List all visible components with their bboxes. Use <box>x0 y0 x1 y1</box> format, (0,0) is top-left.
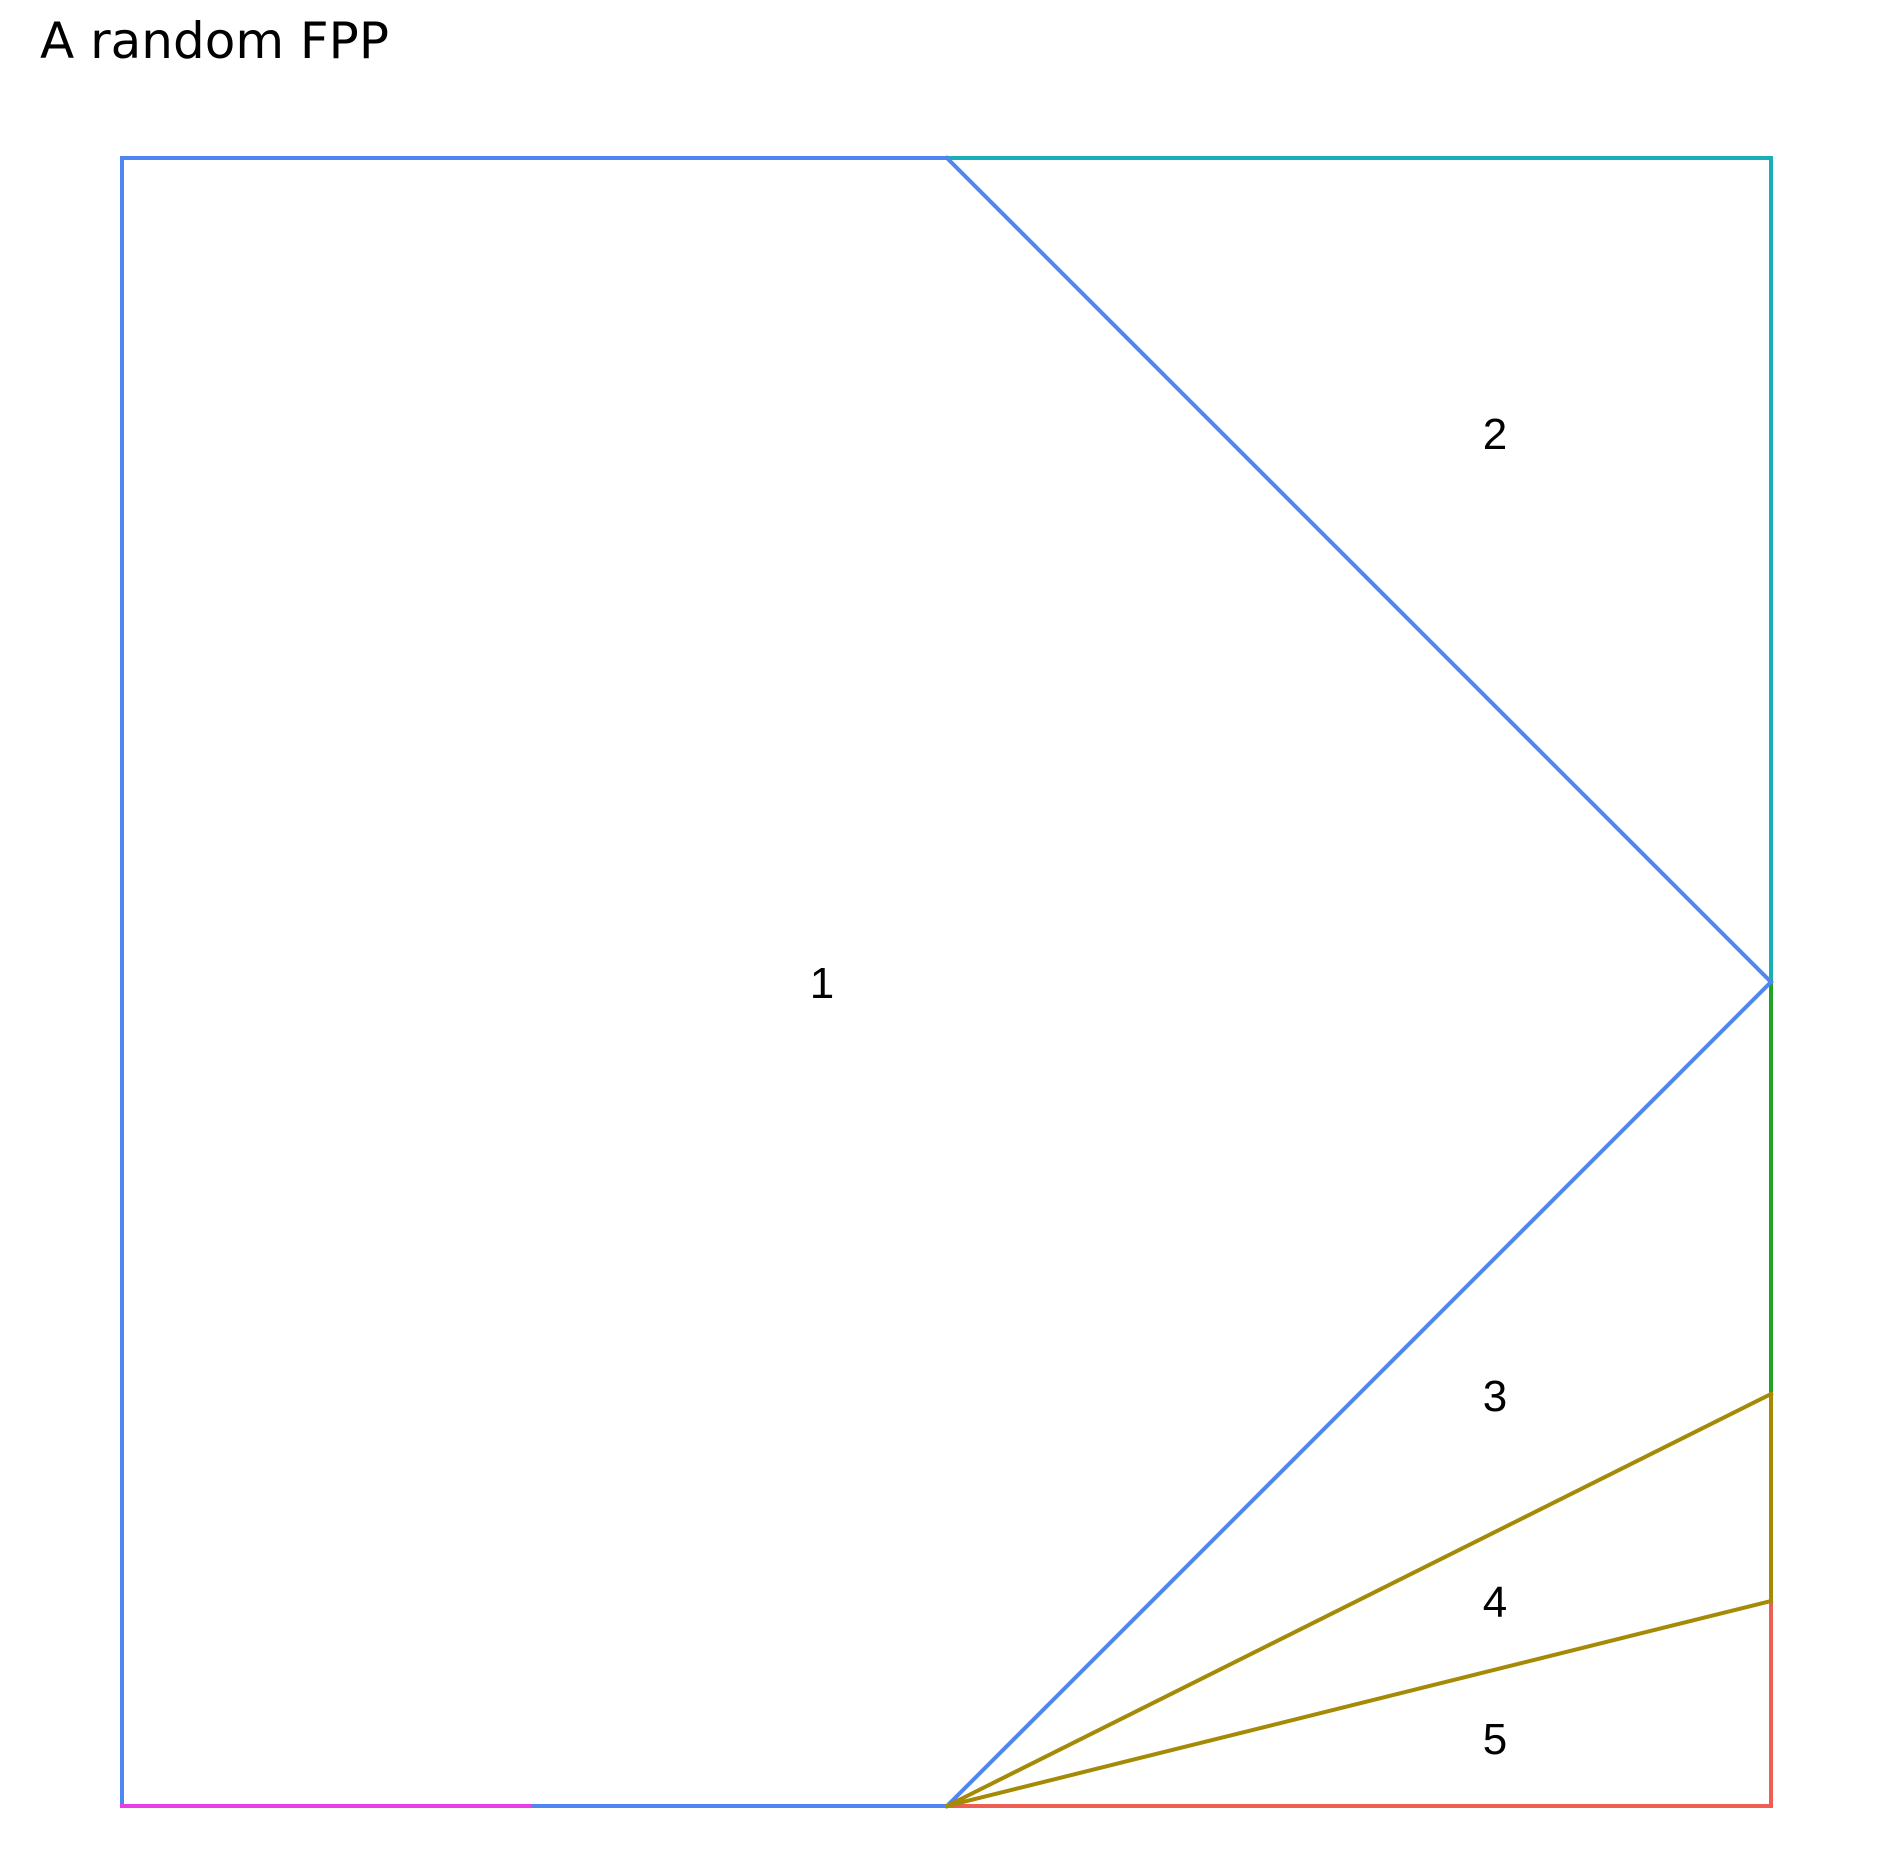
region-label-3: 3 <box>1483 1372 1507 1421</box>
page-title: A random FPP <box>40 12 389 70</box>
region-label-2: 2 <box>1483 410 1507 459</box>
diagonal-upper <box>944 155 1774 985</box>
region-label-1: 1 <box>810 959 834 1008</box>
region-label-4: 4 <box>1483 1578 1507 1627</box>
region-label-5: 5 <box>1483 1715 1507 1764</box>
diagonal-lower <box>944 979 1774 1809</box>
ray-lower <box>944 1598 1774 1809</box>
ray-upper <box>944 1391 1774 1809</box>
